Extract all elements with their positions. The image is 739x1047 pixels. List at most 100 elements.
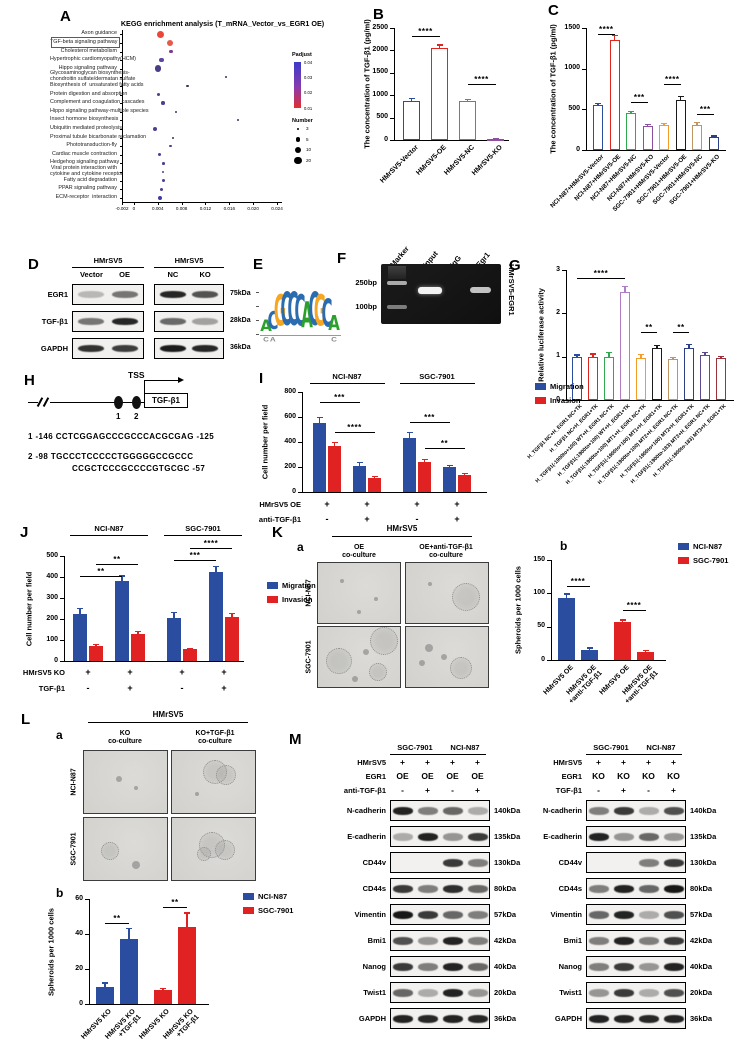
condition-mark: + (596, 757, 601, 767)
bar (668, 358, 678, 400)
condition-mark: + (425, 757, 430, 767)
blot-band (613, 988, 634, 997)
blot-band (638, 988, 659, 997)
size-label: 20kDa (690, 988, 713, 997)
blot-band (442, 884, 463, 893)
data-dot (161, 170, 165, 174)
size-label: 40kDa (690, 962, 713, 971)
condition-mark: + (454, 499, 460, 509)
row-tick (120, 111, 122, 113)
error-bar (608, 352, 610, 357)
y-tick-label: 50 (537, 622, 545, 630)
y-tick (547, 560, 551, 561)
data-dot (169, 144, 172, 148)
bar (183, 649, 197, 661)
blot-band (417, 806, 438, 815)
bar (684, 348, 694, 400)
data-dot (162, 162, 165, 165)
padjust-legend-title: Padjust (292, 52, 312, 58)
y-tick (390, 72, 394, 74)
y-tick (298, 467, 302, 468)
coculture-header: HMrSV5 (386, 524, 418, 533)
condition-row-label: anti-TGF-β1 (258, 515, 301, 524)
padjust-tick-label: 0.04 (304, 59, 313, 65)
blot-band (638, 832, 659, 841)
pathway-label: Complement and coagulation cascades (50, 99, 145, 106)
condition-mark: + (425, 785, 430, 795)
condition-row-label: HMrSV5 OE (259, 500, 301, 509)
blot-box (390, 930, 490, 951)
bar (167, 617, 181, 661)
condition-mark: - (597, 785, 600, 795)
significance-label: **** (626, 601, 642, 610)
protein-label: CD44s (558, 884, 582, 893)
blot-band (663, 832, 684, 841)
pathway-label: Proximal tubule bicarbonate reclamation (50, 133, 147, 140)
bar (178, 927, 196, 1004)
error-bar (656, 345, 658, 348)
legend-label: Invasion (550, 395, 581, 405)
tss-arrowhead-icon (178, 376, 184, 383)
panel-letter-a: A (60, 8, 71, 25)
significance-line (598, 34, 615, 35)
protein-label: GAPDH (40, 344, 68, 353)
bar (459, 101, 476, 140)
data-dot (154, 65, 162, 72)
micro-image (83, 750, 168, 814)
input-band (418, 287, 442, 294)
y-tick-label: 200 (46, 614, 58, 622)
number-dot (295, 147, 301, 153)
bar (588, 356, 598, 400)
significance-line (80, 576, 122, 577)
blot-band (613, 1014, 634, 1023)
sub-panel-letter: a (56, 728, 63, 742)
condition-label: EGR1 (561, 772, 582, 781)
header-line (332, 536, 472, 537)
error-bar (592, 354, 594, 357)
blot-band (638, 884, 659, 893)
bar (652, 348, 662, 400)
error-bar (186, 913, 188, 927)
pathway-label: Hypertrophic cardiomyopathy(HCM) (50, 56, 136, 63)
significance-line (467, 84, 496, 85)
x-tick (181, 202, 183, 205)
y-tick-label: 0 (556, 395, 560, 403)
sub-panel-letter: a (297, 540, 304, 554)
significance-label: ** (171, 898, 179, 907)
y-axis-label: The concentration of TGF-β1 (pg/ml) (548, 24, 558, 154)
data-dot (157, 30, 165, 38)
lane-label: KO (199, 270, 211, 279)
blot-band (613, 910, 634, 919)
bar (443, 467, 456, 492)
condition-mark: OE (471, 771, 484, 781)
error-bar (688, 344, 690, 348)
y-tick-label: 1500 (372, 68, 388, 76)
column-header: KO co-culture (108, 730, 142, 746)
error-bar (137, 631, 139, 634)
blot-band (588, 1014, 609, 1023)
blot-band (392, 962, 413, 971)
y-tick-label: 2 (556, 308, 560, 316)
error-bar (104, 983, 106, 987)
x-tick-label: 0.004 (152, 206, 164, 211)
data-dot (172, 136, 175, 139)
condition-mark: + (400, 757, 405, 767)
y-tick (582, 150, 586, 151)
significance-label: **** (474, 75, 489, 84)
blot-band (417, 988, 438, 997)
micro-image (405, 626, 489, 688)
y-tick-label: 0 (79, 999, 83, 1007)
blot-box (586, 852, 686, 873)
x-tick (253, 202, 255, 205)
protein-label: GAPDH (358, 1014, 386, 1023)
blot-band (417, 832, 438, 841)
condition-mark: + (85, 667, 91, 677)
panel-Kb-spheroid-chart: 0 50 100 150 Spheroids per 1000 cells HMrSV5 … (510, 535, 739, 730)
bar (209, 571, 223, 661)
size-label: 140kDa (494, 806, 521, 815)
significance-label: **** (593, 269, 609, 278)
motif-letter: C (287, 284, 299, 337)
significance-label: *** (424, 413, 435, 422)
padjust-gradient (294, 62, 301, 108)
y-axis (586, 28, 587, 150)
